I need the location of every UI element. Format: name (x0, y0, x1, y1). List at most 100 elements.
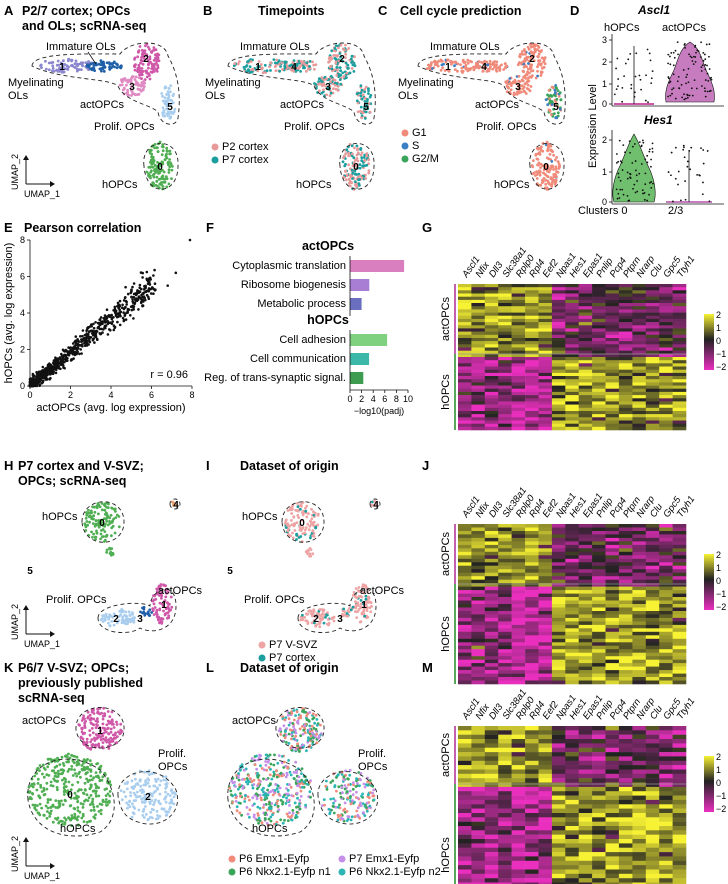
scatter-point (62, 349, 66, 353)
umap-point (299, 789, 303, 793)
umap-point (308, 547, 312, 550)
umap-point (90, 778, 94, 782)
umap-point (161, 99, 165, 103)
umap-point (336, 84, 340, 88)
heatmap-cell (498, 293, 512, 297)
umap-point (104, 522, 107, 526)
umap-point (132, 799, 136, 802)
umap-point (103, 727, 106, 730)
umap-point (441, 66, 445, 70)
umap-point (546, 147, 550, 151)
umap-point (363, 90, 366, 94)
umap-point (112, 736, 116, 740)
umap-point (368, 779, 372, 782)
scatter-point (94, 335, 98, 339)
umap-point (363, 100, 367, 103)
umap-point (97, 503, 101, 507)
title-k-line2: previously published (18, 676, 143, 690)
violin-point (634, 160, 637, 162)
umap-point (535, 170, 539, 174)
umap-point (125, 801, 129, 805)
umap-point (469, 59, 472, 63)
umap-point (323, 803, 326, 807)
umap-point (272, 774, 275, 778)
violin-point (702, 162, 705, 165)
umap-point (306, 522, 310, 526)
umap-point (169, 595, 173, 599)
heatmap-cell (632, 293, 647, 297)
umap-point (292, 771, 296, 774)
umap-point (129, 791, 132, 794)
umap-point (259, 764, 262, 768)
heatmap-cell (592, 296, 606, 301)
scatter-point (63, 360, 66, 364)
cluster-number: 5 (27, 566, 33, 577)
umap-point (361, 111, 365, 115)
heatmap-cell (659, 293, 673, 297)
heatmap-cell (471, 293, 486, 297)
umap-point (550, 103, 554, 106)
violin-point (685, 76, 688, 79)
scatter-point (81, 334, 84, 338)
umap-point (158, 792, 162, 796)
umap-point (529, 43, 533, 46)
umap-point (364, 603, 368, 607)
umap-point (28, 791, 31, 794)
scatter-point (152, 292, 155, 296)
umap-point (295, 521, 299, 525)
cluster-number: 2 (313, 614, 319, 625)
umap-point (461, 60, 465, 63)
scatter-point (145, 277, 148, 281)
panel-letter-e: E (4, 220, 13, 235)
violin-point (629, 53, 632, 55)
umap-point (116, 63, 119, 67)
umap-point (269, 69, 272, 72)
umap-point (104, 736, 108, 739)
umap-point (358, 177, 361, 181)
heatmap-cell (592, 293, 606, 297)
umap-point (329, 80, 332, 83)
umap-point (101, 614, 104, 617)
umap-point (284, 61, 288, 64)
umap-point (128, 799, 132, 803)
umap-point (528, 75, 532, 79)
umap-point (351, 152, 354, 156)
umap-point (268, 783, 272, 787)
umap-point (363, 614, 367, 618)
scatter-point (66, 351, 70, 354)
umap-point (73, 755, 76, 758)
umap-point (167, 168, 171, 172)
umap-point (298, 807, 302, 811)
umap-point (251, 67, 255, 71)
violin-point (686, 165, 689, 168)
scatter-point (113, 305, 117, 309)
title-i: Dataset of origin (240, 459, 339, 473)
umap-point (84, 719, 87, 723)
panel-letter-c: C (378, 3, 388, 18)
umap-point (160, 596, 163, 600)
umap-point (550, 95, 554, 98)
umap-point (365, 809, 369, 813)
umap-point (92, 61, 95, 65)
umap-point (273, 753, 276, 757)
umap-point (288, 64, 292, 68)
umap-point (109, 730, 113, 734)
bar (350, 279, 370, 291)
umap-point (318, 89, 321, 93)
umap-point (54, 799, 58, 802)
umap-point (299, 618, 302, 622)
umap-point (324, 784, 328, 788)
umap-point (274, 69, 278, 72)
umap-point (364, 177, 367, 180)
umap-point (65, 64, 69, 68)
umap-point (57, 63, 60, 67)
umap-point (360, 176, 364, 180)
umap-point (165, 146, 169, 150)
umap-point (150, 152, 154, 156)
umap-point (334, 44, 338, 47)
umap-point (280, 61, 284, 65)
umap-point (459, 63, 462, 66)
heatmap-cell (578, 290, 593, 294)
heatmap-cell (498, 296, 512, 301)
umap-point (343, 807, 347, 811)
